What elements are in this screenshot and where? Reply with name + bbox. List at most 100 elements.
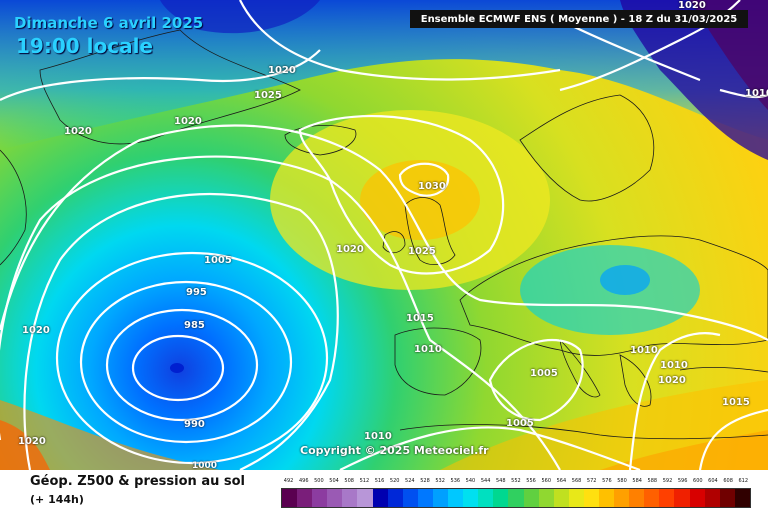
scale-label: 560 [541, 478, 551, 484]
scale-label: 540 [465, 478, 476, 484]
scale-swatch [553, 489, 569, 507]
scale-swatch [583, 489, 599, 507]
scale-label: 544 [480, 478, 491, 484]
scale-label: 492 [283, 478, 294, 484]
color-scale: 492 496 500 504 508 512 516 520 524 528 532 536 540 5… [281, 478, 751, 508]
scale-swatch [357, 489, 373, 507]
isobar-label: 990 [184, 419, 205, 430]
isobars [0, 0, 768, 470]
color-scale-bar [281, 488, 751, 508]
scale-label: 576 [602, 478, 612, 484]
scale-swatch [493, 489, 509, 507]
footer-title: Géop. Z500 & pression au sol [30, 474, 245, 489]
isobar-label: 1020 [22, 325, 50, 336]
isobar-label: 1020 [678, 0, 706, 11]
scale-swatch [614, 489, 630, 507]
footer-subtitle: (+ 144h) [30, 493, 84, 506]
scale-label: 608 [723, 478, 733, 484]
isobar-label: 1020 [336, 244, 364, 255]
scale-swatch [342, 489, 358, 507]
scale-swatch [327, 489, 343, 507]
isobar-label: 1010 [414, 344, 442, 355]
isobar-label: 1020 [174, 116, 202, 127]
scale-swatch [598, 489, 615, 507]
scale-label: 556 [526, 478, 536, 484]
isobar-label: 1010 [745, 88, 768, 99]
isobar-label: 1000 [192, 461, 218, 470]
scale-label: 600 [693, 478, 703, 484]
scale-label: 572 [586, 478, 597, 484]
scale-swatch [448, 489, 464, 507]
scale-label: 568 [571, 478, 582, 484]
isobar-label: 1005 [204, 255, 232, 266]
scale-swatch [312, 489, 328, 507]
scale-label: 516 [374, 478, 385, 484]
isobar-label: 1015 [406, 313, 434, 324]
scale-label: 528 [420, 478, 430, 484]
scale-swatch [629, 489, 645, 507]
scale-label: 512 [359, 478, 370, 484]
scale-label: 564 [556, 478, 567, 484]
scale-swatch [478, 489, 494, 507]
pressure-map-svg [0, 0, 768, 470]
scale-label: 524 [405, 478, 415, 484]
scale-swatch [297, 489, 313, 507]
copyright-text: Copyright © 2025 Meteociel.fr [300, 444, 489, 457]
scale-label: 584 [632, 478, 642, 484]
isobar-label: 1010 [630, 345, 658, 356]
scale-swatch [387, 489, 403, 507]
isobar-label: 1020 [658, 375, 686, 386]
scale-swatch [689, 489, 705, 507]
isobar-label: 1030 [418, 181, 446, 192]
scale-swatch [704, 489, 720, 507]
isobar-label: 1020 [18, 436, 46, 447]
isobar-label: 1010 [660, 360, 688, 371]
scale-swatch [432, 489, 449, 507]
scale-swatch [402, 489, 418, 507]
scale-label: 604 [708, 478, 718, 484]
weather-map: 1020 1025 1020 1020 1020 1010 1030 1020 … [0, 0, 768, 470]
scale-label: 552 [511, 478, 521, 484]
isobar-label: 995 [186, 287, 207, 298]
isobar-label: 985 [184, 320, 205, 331]
scale-label: 596 [677, 478, 688, 484]
isobar-label: 1020 [268, 65, 296, 76]
scale-swatch [538, 489, 554, 507]
scale-label: 520 [389, 478, 400, 484]
isobar-label: 1010 [364, 431, 392, 442]
scale-swatch [674, 489, 690, 507]
scale-swatch [719, 489, 735, 507]
scale-swatch [417, 489, 433, 507]
scale-swatch [463, 489, 479, 507]
scale-label: 536 [450, 478, 461, 484]
isobar-label: 1005 [506, 418, 534, 429]
scale-swatch [372, 489, 388, 507]
scale-label: 548 [495, 478, 506, 484]
scale-swatch [644, 489, 660, 507]
scale-swatch [508, 489, 524, 507]
scale-swatch [282, 489, 298, 507]
isobar-label: 1025 [254, 90, 282, 101]
model-info-banner: Ensemble ECMWF ENS ( Moyenne ) - 18 Z du… [410, 10, 748, 28]
isobar-label: 1020 [64, 126, 92, 137]
scale-label: 588 [647, 478, 658, 484]
scale-label: 504 [329, 478, 339, 484]
footer: Géop. Z500 & pression au sol (+ 144h) 49… [0, 470, 768, 512]
color-scale-labels: 492 496 500 504 508 512 516 520 524 528 532 536 540 5… [281, 478, 751, 488]
scale-swatch [734, 489, 750, 507]
forecast-time: 19:00 locale [16, 34, 153, 58]
scale-swatch [568, 489, 584, 507]
scale-swatch [659, 489, 675, 507]
forecast-date: Dimanche 6 avril 2025 [14, 14, 204, 32]
isobar-label: 1005 [530, 368, 558, 379]
scale-label: 612 [738, 478, 749, 484]
scale-swatch [523, 489, 539, 507]
scale-label: 580 [617, 478, 627, 484]
scale-label: 592 [662, 478, 673, 484]
scale-label: 496 [298, 478, 309, 484]
scale-label: 500 [314, 478, 324, 484]
scale-label: 508 [344, 478, 354, 484]
isobar-label: 1015 [722, 397, 750, 408]
low-center-marker [170, 363, 184, 373]
scale-label: 532 [435, 478, 445, 484]
